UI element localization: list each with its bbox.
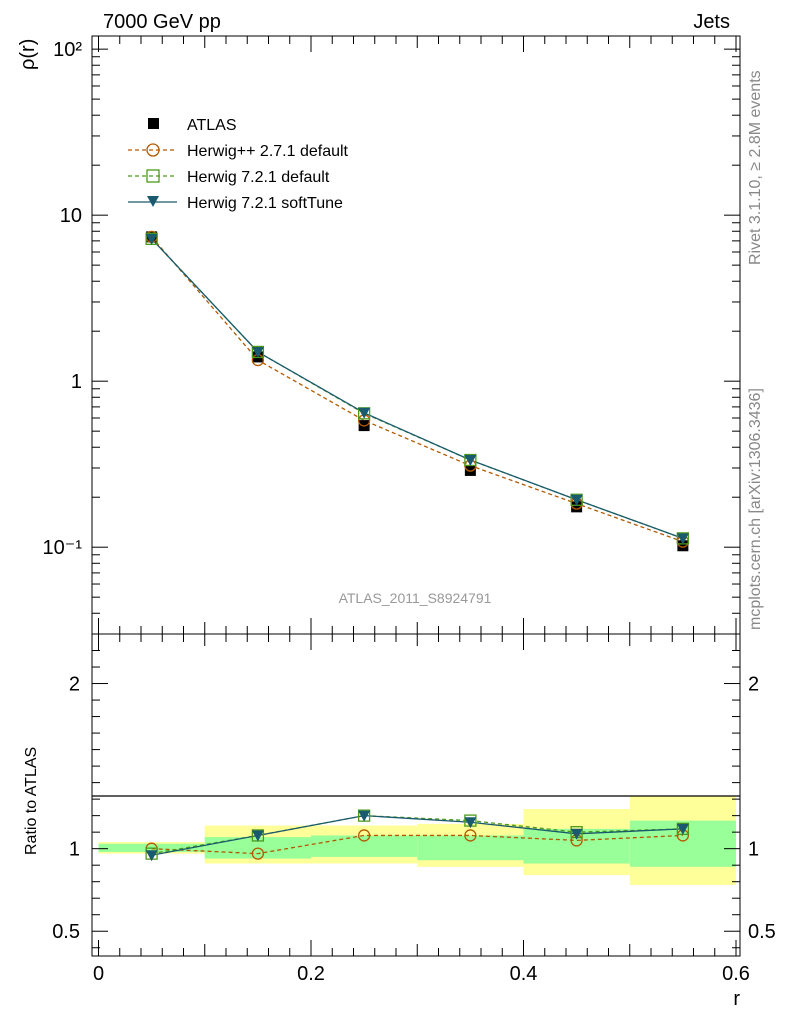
legend-marker-herwigpp bbox=[146, 143, 160, 157]
main-line-herwig721 bbox=[151, 238, 684, 539]
band-inner bbox=[311, 835, 418, 857]
x-tick-label: 0.6 bbox=[722, 963, 750, 985]
main-point-atlas bbox=[464, 464, 476, 476]
main-point-softtune bbox=[358, 407, 371, 419]
main-point-softtune bbox=[676, 533, 689, 545]
header-left: 7000 GeV pp bbox=[103, 11, 221, 33]
main-line-herwigpp bbox=[151, 236, 684, 543]
y-tick-label-ratio-right: 2 bbox=[748, 674, 759, 696]
analysis-id: ATLAS_2011_S8924791 bbox=[339, 590, 492, 606]
ratio-point-herwigpp bbox=[357, 829, 371, 842]
main-ticks: 10⁻¹ 1 10 10² bbox=[43, 36, 740, 635]
ratio-point-softtune bbox=[251, 830, 264, 842]
y-tick-label-main: 10⁻¹ bbox=[43, 537, 83, 559]
legend: ATLAS Herwig++ 2.7.1 default Herwig 7.2.… bbox=[128, 117, 349, 212]
legend-label-herwigpp: Herwig++ 2.7.1 default bbox=[187, 143, 349, 160]
x-tick-label: 0.4 bbox=[510, 963, 538, 985]
ratio-point-softtune bbox=[676, 823, 689, 835]
ratio-line-herwigpp bbox=[151, 834, 683, 855]
main-point-atlas bbox=[677, 540, 689, 552]
ratio-point-softtune bbox=[570, 828, 583, 840]
side-labels: Rivet 3.1.10, ≥ 2.8M events mcplots.cern… bbox=[747, 70, 764, 630]
ratio-panel: 0 0.2 0.4 0.6 0.5 0.5 1 1 2 2 Ratio to ATLAS r bbox=[23, 633, 776, 1010]
ratio-ylabel: Ratio to ATLAS bbox=[23, 747, 40, 855]
x-tick-label: 0 bbox=[93, 963, 104, 985]
legend-label-herwig721: Herwig 7.2.1 default bbox=[187, 169, 330, 186]
main-panel: 10⁻¹ 1 10 10² ρ(r) ATLAS_2011_S8924791 ATLA… bbox=[17, 35, 741, 635]
y-tick-label-main: 10² bbox=[53, 39, 82, 61]
y-tick-label-ratio: 1 bbox=[69, 839, 80, 861]
legend-marker-atlas bbox=[148, 118, 159, 129]
band-inner bbox=[417, 835, 524, 861]
ratio-point-softtune bbox=[145, 850, 158, 862]
main-point-softtune bbox=[570, 494, 583, 506]
x-tick-label: 0.2 bbox=[297, 963, 325, 985]
legend-label-softtune: Herwig 7.2.1 softTune bbox=[187, 195, 343, 212]
main-point-softtune bbox=[251, 346, 264, 358]
ratio-frame bbox=[91, 633, 741, 957]
main-point-softtune bbox=[464, 455, 477, 467]
y-tick-label-main: 10 bbox=[60, 205, 82, 227]
ratio-point-softtune bbox=[464, 817, 477, 829]
y-tick-label-ratio: 2 bbox=[69, 674, 80, 696]
header-right: Jets bbox=[693, 11, 730, 33]
legend-label-atlas: ATLAS bbox=[187, 117, 237, 134]
y-tick-label-ratio-right: 0.5 bbox=[748, 921, 776, 943]
ratio-point-herwigpp bbox=[464, 829, 477, 842]
ratio-line-softtune bbox=[151, 814, 683, 856]
y-tick-label-ratio-right: 1 bbox=[748, 839, 759, 861]
ratio-series bbox=[145, 809, 690, 862]
ratio-ticks: 0 0.2 0.4 0.6 0.5 0.5 1 1 2 2 bbox=[52, 634, 776, 985]
main-point-atlas bbox=[571, 501, 583, 513]
ratio-line-herwig721 bbox=[151, 814, 683, 855]
x-axis-label: r bbox=[733, 988, 740, 1010]
legend-marker-softtune bbox=[147, 196, 159, 207]
ratio-point-softtune bbox=[358, 810, 371, 822]
main-series bbox=[145, 230, 690, 552]
y-tick-label-ratio: 0.5 bbox=[52, 921, 80, 943]
main-point-softtune bbox=[145, 233, 158, 245]
main-ylabel: ρ(r) bbox=[17, 39, 39, 70]
y-tick-label-main: 1 bbox=[71, 371, 82, 393]
ratio-point-herwigpp bbox=[251, 847, 265, 860]
main-line-softtune bbox=[151, 238, 684, 539]
rivet-label: Rivet 3.1.10, ≥ 2.8M events bbox=[747, 70, 764, 265]
legend-marker-herwig721 bbox=[146, 169, 160, 183]
source-label: mcplots.cern.ch [arXiv:1306.3436] bbox=[747, 388, 764, 630]
ratio-bands bbox=[98, 795, 736, 885]
